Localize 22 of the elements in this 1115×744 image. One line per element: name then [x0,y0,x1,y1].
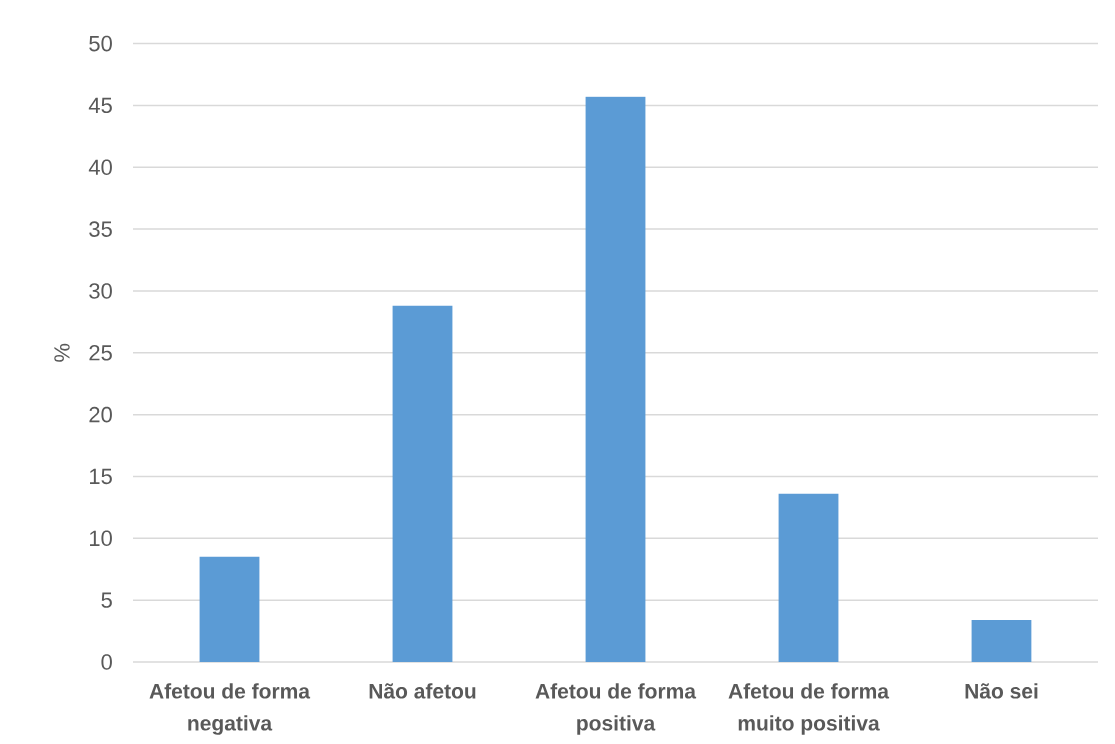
y-axis-title: % [54,343,70,362]
bar [585,96,646,662]
y-tick-label: 45 [88,97,112,114]
y-tick-label: 35 [89,221,112,237]
x-tick-label: Afetou de forma positiva [535,683,697,735]
y-tick-label: 0 [101,654,112,670]
x-tick-label: Não sei [965,683,1038,699]
y-tick-label: 40 [88,159,112,176]
bar [778,493,839,662]
y-tick-label: 10 [90,530,112,547]
y-tick-label: 5 [101,592,112,608]
y-tick-label: 15 [90,468,112,485]
x-tick-label: Afetou de forma muito positiva [728,683,890,735]
bar [971,619,1032,662]
bar [392,305,453,662]
y-tick-label: 50 [89,35,112,52]
bar [199,556,260,662]
y-tick-label: 20 [89,406,112,423]
x-tick-label: Afetou de forma negativa [149,683,311,735]
y-tick-label: 25 [89,345,112,361]
x-tick-label: Não afetou [369,683,476,699]
y-tick-label: 30 [89,283,112,299]
